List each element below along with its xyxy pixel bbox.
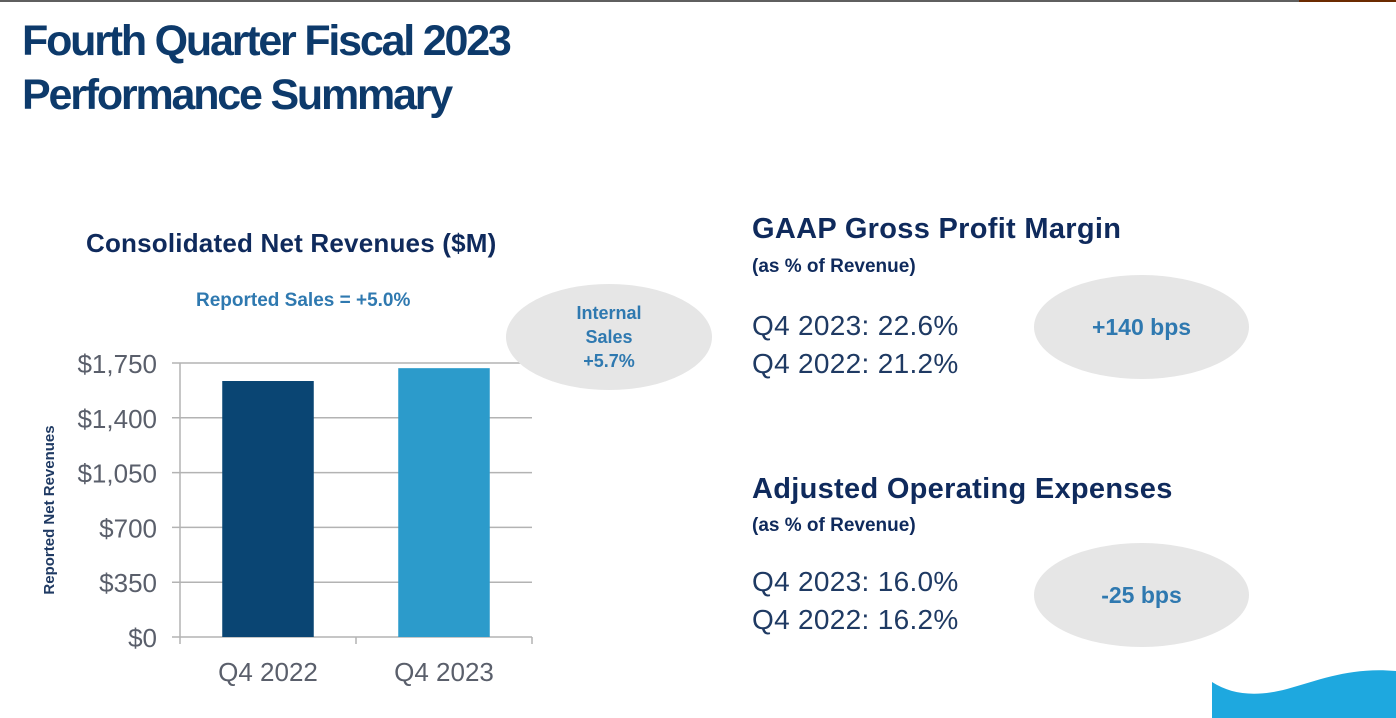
row-value: 22.6%: [877, 310, 959, 341]
opex-row-q4-2023: Q4 2023: 16.0%: [752, 566, 959, 598]
x-tick-label: Q4 2022: [218, 657, 318, 687]
gross-margin-change-badge: +140 bps: [1034, 275, 1249, 379]
row-value: 16.0%: [877, 566, 959, 597]
callout-line: +5.7%: [583, 351, 635, 371]
gross-margin-change: +140 bps: [1091, 313, 1192, 340]
top-border-brown: [1299, 0, 1396, 2]
bars: [222, 368, 490, 637]
row-label: Q4 2023:: [752, 310, 870, 341]
opex-change: -25 bps: [1101, 581, 1182, 608]
bar-q4-2023: [398, 368, 490, 637]
chart-subtitle: Reported Sales = +5.0%: [196, 290, 411, 311]
y-tick-label: $1,050: [77, 459, 157, 489]
row-label: Q4 2023:: [752, 566, 870, 597]
internal-sales-callout: Internal Sales +5.7%: [506, 284, 712, 390]
bar-q4-2022: [222, 381, 314, 637]
gross-margin-title: GAAP Gross Profit Margin: [752, 213, 1122, 245]
internal-sales-text: Internal Sales +5.7%: [576, 301, 641, 373]
row-label: Q4 2022:: [752, 348, 870, 379]
opex-subtitle: (as % of Revenue): [752, 515, 916, 536]
tick-labels: $0 $350 $700 $1,050 $1,400 $1,750 Q4 2022 Q4 20…: [77, 349, 493, 687]
y-axis-label: Reported Net Revenues: [41, 425, 58, 594]
gross-margin-row-q4-2023: Q4 2023: 22.6%: [752, 310, 959, 342]
row-value: 21.2%: [877, 348, 959, 379]
x-tick-label: Q4 2023: [394, 657, 494, 687]
callout-line: Sales: [585, 327, 633, 347]
top-border-gray: [0, 0, 1299, 2]
row-label: Q4 2022:: [752, 604, 870, 635]
slide-title-line1: Fourth Quarter Fiscal 2023: [22, 17, 512, 65]
y-tick-label: $1,400: [77, 404, 157, 434]
y-tick-label: $700: [99, 513, 157, 543]
chart-title: Consolidated Net Revenues ($M): [86, 228, 497, 258]
row-value: 16.2%: [877, 604, 959, 635]
slide-title-line2: Performance Summary: [22, 71, 453, 119]
slide-title: Fourth Quarter Fiscal 2023 Performance S…: [22, 14, 512, 122]
axes: [179, 363, 533, 644]
opex-row-q4-2022: Q4 2022: 16.2%: [752, 604, 959, 636]
callout-line: Internal: [576, 303, 642, 323]
y-tick-label: $350: [99, 568, 157, 598]
wave-logo-icon: [1212, 670, 1396, 718]
opex-change-badge: -25 bps: [1034, 543, 1249, 647]
gross-margin-row-q4-2022: Q4 2022: 21.2%: [752, 348, 959, 380]
y-tick-label: $1,750: [77, 349, 157, 379]
opex-title: Adjusted Operating Expenses: [752, 473, 1173, 505]
y-tick-label: $0: [128, 623, 157, 653]
gross-margin-subtitle: (as % of Revenue): [752, 256, 916, 277]
